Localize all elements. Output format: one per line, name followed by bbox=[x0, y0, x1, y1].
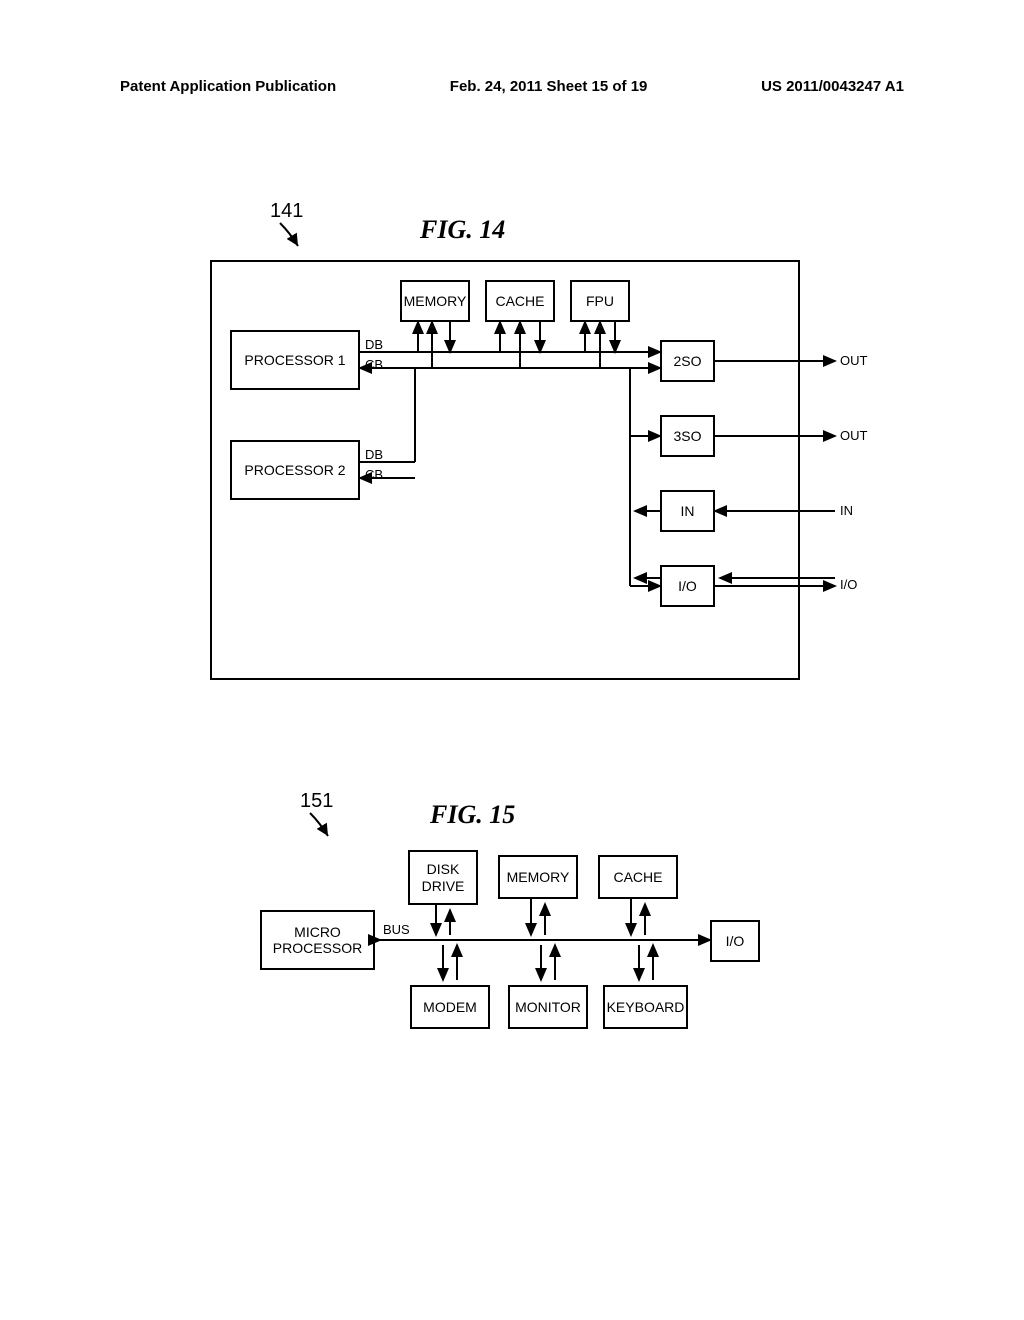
header-center: Feb. 24, 2011 Sheet 15 of 19 bbox=[450, 78, 648, 95]
fig15-monitor: MONITOR bbox=[508, 985, 588, 1029]
fig15-cache-label: CACHE bbox=[613, 869, 662, 885]
fig14-2so: 2SO bbox=[660, 340, 715, 382]
page: Patent Application Publication Feb. 24, … bbox=[0, 0, 1024, 1320]
header-right: US 2011/0043247 A1 bbox=[761, 78, 904, 95]
fig14-io: I/O bbox=[660, 565, 715, 607]
fig15-ref-arrow bbox=[300, 808, 340, 844]
fig15-micro: MICRO PROCESSOR bbox=[260, 910, 375, 970]
fig14-title: FIG. 14 bbox=[420, 215, 505, 245]
fig14-cb2-label: CB bbox=[365, 467, 383, 482]
fig14-cache: CACHE bbox=[485, 280, 555, 322]
fig15-title: FIG. 15 bbox=[430, 800, 515, 830]
fig14-memory-label: MEMORY bbox=[404, 293, 467, 309]
fig14-2so-label: 2SO bbox=[673, 353, 701, 369]
fig14-in-label: IN bbox=[681, 503, 695, 519]
fig14-memory: MEMORY bbox=[400, 280, 470, 322]
fig15-keyboard: KEYBOARD bbox=[603, 985, 688, 1029]
fig15-disk-label: DISK DRIVE bbox=[422, 861, 465, 893]
fig15-io: I/O bbox=[710, 920, 760, 962]
fig14-in: IN bbox=[660, 490, 715, 532]
fig15-monitor-label: MONITOR bbox=[515, 999, 581, 1015]
fig14-io-ext-label: I/O bbox=[840, 577, 857, 592]
fig15-cache: CACHE bbox=[598, 855, 678, 899]
header-left: Patent Application Publication bbox=[120, 78, 336, 95]
fig15-bus-label: BUS bbox=[383, 922, 410, 937]
fig14-3so: 3SO bbox=[660, 415, 715, 457]
fig14-processor2-label: PROCESSOR 2 bbox=[244, 462, 345, 478]
fig14-out2-label: OUT bbox=[840, 428, 867, 443]
fig15-memory-label: MEMORY bbox=[507, 869, 570, 885]
fig14-db1-label: DB bbox=[365, 337, 383, 352]
fig15-io-label: I/O bbox=[726, 933, 745, 949]
fig14-fpu: FPU bbox=[570, 280, 630, 322]
fig15-memory: MEMORY bbox=[498, 855, 578, 899]
fig14-fpu-label: FPU bbox=[586, 293, 614, 309]
fig14-out1-label: OUT bbox=[840, 353, 867, 368]
fig15-keyboard-label: KEYBOARD bbox=[607, 999, 685, 1015]
fig15-disk: DISK DRIVE bbox=[408, 850, 478, 905]
fig15-micro-label: MICRO PROCESSOR bbox=[273, 924, 362, 956]
fig14-io-label: I/O bbox=[678, 578, 697, 594]
fig14-processor1: PROCESSOR 1 bbox=[230, 330, 360, 390]
fig14-cache-label: CACHE bbox=[495, 293, 544, 309]
fig14-db2-label: DB bbox=[365, 447, 383, 462]
fig14-cb1-label: CB bbox=[365, 357, 383, 372]
page-header: Patent Application Publication Feb. 24, … bbox=[120, 78, 904, 95]
fig14-processor1-label: PROCESSOR 1 bbox=[244, 352, 345, 368]
fig15-modem: MODEM bbox=[410, 985, 490, 1029]
fig14-ref-arrow bbox=[270, 218, 310, 254]
fig14-processor2: PROCESSOR 2 bbox=[230, 440, 360, 500]
fig15-modem-label: MODEM bbox=[423, 999, 477, 1015]
fig14-in-ext-label: IN bbox=[840, 503, 853, 518]
fig14-3so-label: 3SO bbox=[673, 428, 701, 444]
